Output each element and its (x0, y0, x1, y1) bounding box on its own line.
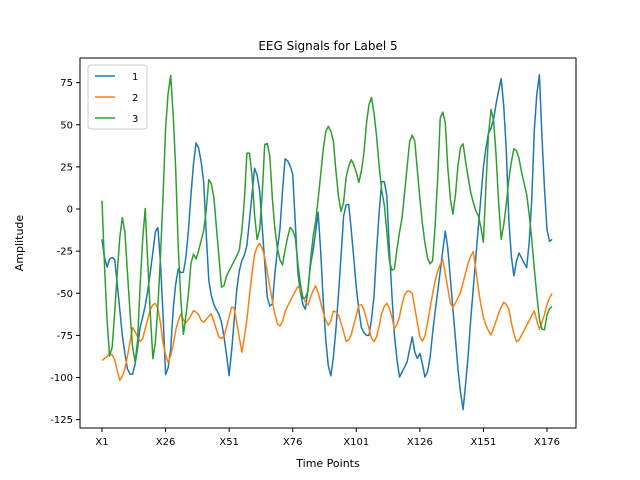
y-tick-label: 0 (67, 205, 73, 216)
legend-label-3: 3 (132, 114, 138, 125)
plot-area (101, 73, 553, 411)
series-3-line (101, 74, 553, 363)
y-tick-label: 50 (60, 120, 73, 131)
chart-title: EEG Signals for Label 5 (258, 39, 397, 53)
y-axis: -125 -100 -75 -50 -25 0 25 50 75 (50, 78, 80, 426)
x-tick-label: X101 (343, 437, 369, 448)
x-tick-label: X176 (534, 437, 560, 448)
x-axis: X1 X26 X51 X76 X101 X126 X151 X176 (95, 428, 560, 448)
legend-label-1: 1 (132, 72, 138, 83)
y-tick-label: -50 (57, 289, 73, 300)
x-tick-label: X126 (407, 437, 433, 448)
y-tick-label: -125 (50, 415, 73, 426)
x-tick-label: X51 (219, 437, 239, 448)
legend-label-2: 2 (132, 93, 138, 104)
y-tick-label: -100 (50, 373, 73, 384)
y-tick-label: -75 (57, 331, 73, 342)
legend: 1 2 3 (87, 64, 148, 130)
x-tick-label: X76 (283, 437, 303, 448)
plot-frame (79, 57, 577, 429)
y-tick-label: -25 (57, 247, 73, 258)
legend-box (87, 64, 148, 130)
x-tick-label: X151 (470, 437, 496, 448)
y-tick-label: 75 (60, 78, 73, 89)
x-axis-title: Time Points (295, 457, 360, 470)
x-tick-label: X26 (156, 437, 176, 448)
y-tick-label: 25 (60, 162, 73, 173)
series-2-line (101, 242, 553, 382)
series-1-line (101, 73, 553, 411)
y-axis-title: Amplitude (13, 215, 26, 272)
x-tick-label: X1 (95, 437, 108, 448)
